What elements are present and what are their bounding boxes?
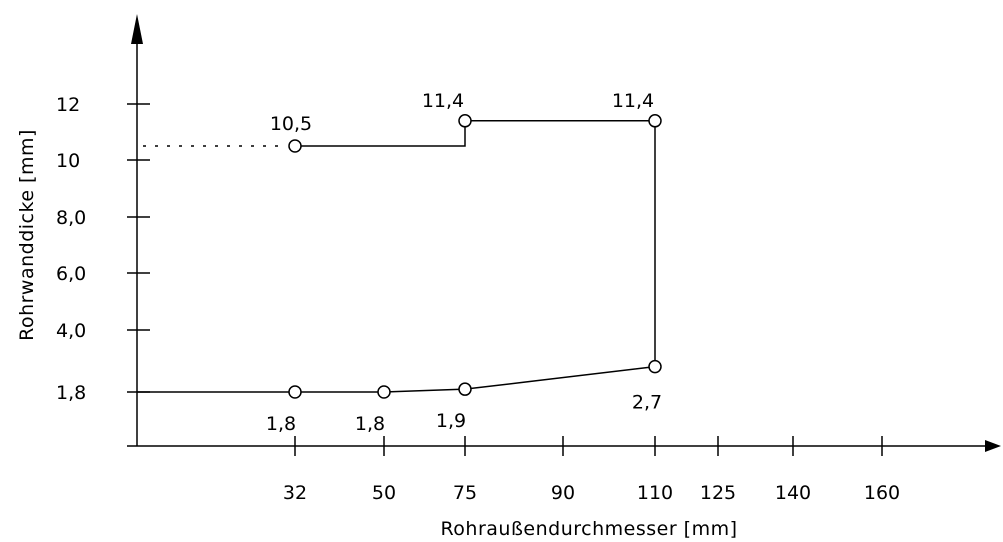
chart-marks: 1,8 1,8 1,9 2,7 10,5 11,4 11,4 bbox=[137, 90, 662, 435]
y-tick-label: 6,0 bbox=[56, 263, 86, 285]
y-axis-title: Rohrwanddicke [mm] bbox=[16, 129, 38, 341]
data-label-upper: 11,4 bbox=[612, 90, 654, 112]
x-tick-label: 50 bbox=[372, 482, 396, 504]
data-label-lower: 1,9 bbox=[436, 410, 466, 432]
data-label-upper: 10,5 bbox=[270, 113, 312, 135]
data-label-lower: 1,8 bbox=[266, 413, 296, 435]
x-tick-label: 140 bbox=[775, 482, 811, 504]
data-point-upper bbox=[288, 139, 302, 153]
x-axis-title: Rohraußendurchmesser [mm] bbox=[440, 518, 737, 540]
series-lower-line bbox=[295, 365, 656, 393]
x-tick-label: 90 bbox=[551, 482, 575, 504]
y-tick-label: 1,8 bbox=[56, 382, 86, 404]
x-tick-label: 125 bbox=[700, 482, 736, 504]
data-label-upper: 11,4 bbox=[422, 90, 464, 112]
y-tick-label: 8,0 bbox=[56, 207, 86, 229]
x-tick-label: 75 bbox=[453, 482, 477, 504]
data-label-lower: 1,8 bbox=[355, 413, 385, 435]
data-point-lower bbox=[377, 385, 391, 399]
y-tick-label: 4,0 bbox=[56, 320, 86, 342]
data-point-upper bbox=[458, 114, 472, 128]
series-upper-line bbox=[295, 120, 655, 147]
ticks: 32 50 75 90 110 125 140 160 12 10 8,0 6,0 4,0 1,8 bbox=[56, 94, 900, 504]
data-point-lower bbox=[648, 359, 662, 374]
x-tick-label: 160 bbox=[864, 482, 900, 504]
data-label-lower: 2,7 bbox=[632, 392, 662, 414]
data-point-upper bbox=[648, 114, 662, 128]
x-tick-label: 110 bbox=[637, 482, 673, 504]
y-tick-label: 12 bbox=[56, 94, 80, 116]
x-tick-label: 32 bbox=[283, 482, 307, 504]
y-tick-label: 10 bbox=[56, 150, 80, 172]
y-axis-arrow bbox=[131, 14, 143, 44]
x-axis-arrow bbox=[985, 440, 1001, 452]
data-point-lower bbox=[288, 385, 302, 399]
data-point-lower bbox=[458, 382, 472, 396]
